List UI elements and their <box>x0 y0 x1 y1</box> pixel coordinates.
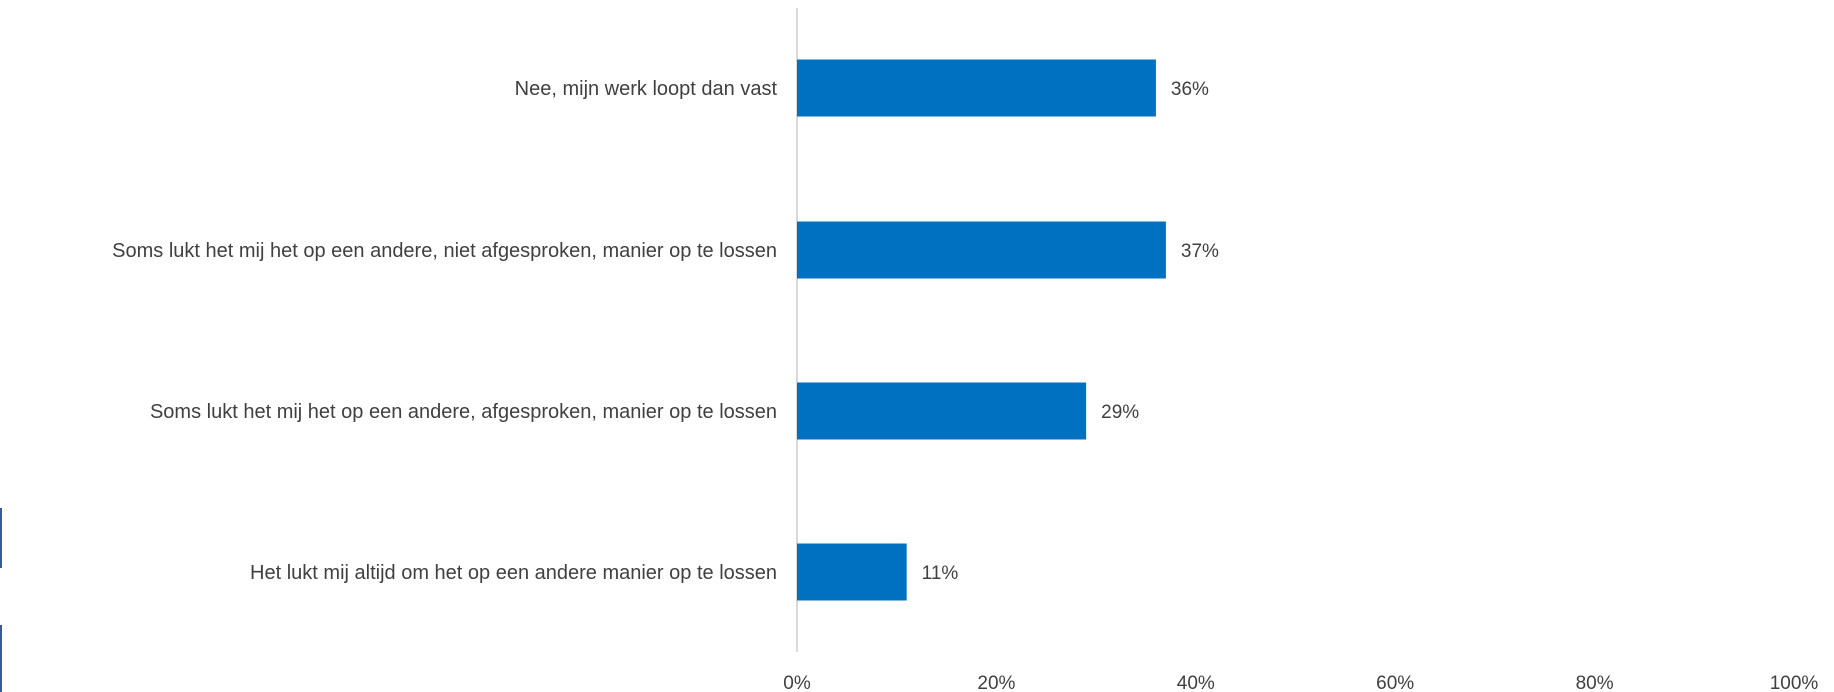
x-tick-label: 20% <box>977 673 1015 692</box>
data-label: 29% <box>1101 402 1139 423</box>
bar <box>797 382 1087 440</box>
left-edge-accent-top <box>0 508 2 568</box>
x-tick-label: 40% <box>1177 673 1215 692</box>
category-label: Het lukt mij altijd om het op een andere… <box>250 562 777 584</box>
category-label: Soms lukt het mij het op een andere, nie… <box>112 240 777 262</box>
category-label: Soms lukt het mij het op een andere, afg… <box>150 401 777 423</box>
data-label: 11% <box>922 563 959 584</box>
bar <box>797 221 1166 279</box>
x-tick-label: 0% <box>783 673 811 692</box>
x-tick-label: 80% <box>1576 673 1614 692</box>
data-label: 37% <box>1181 241 1219 262</box>
x-tick-label: 100% <box>1770 673 1819 692</box>
left-edge-accent-bottom <box>0 625 2 692</box>
bar <box>797 59 1156 117</box>
data-label: 36% <box>1171 79 1209 100</box>
category-label: Nee, mijn werk loopt dan vast <box>515 78 778 100</box>
bar <box>797 543 907 601</box>
x-tick-label: 60% <box>1376 673 1414 692</box>
